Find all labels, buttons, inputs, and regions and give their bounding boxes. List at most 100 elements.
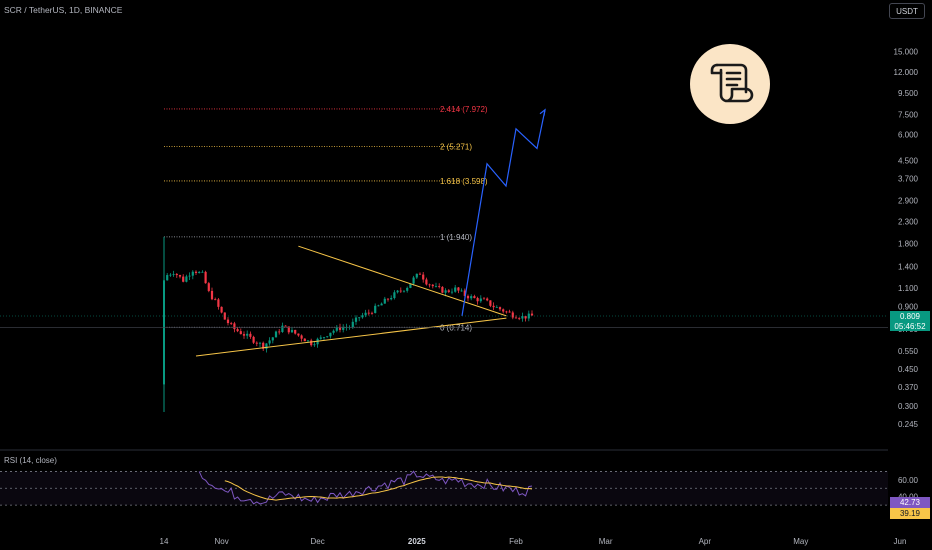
rsi-ma-badge: 39.19 — [890, 508, 930, 519]
y-tick-label: 1.800 — [898, 240, 919, 249]
x-tick-label: Dec — [310, 537, 324, 546]
candle-body — [252, 336, 255, 343]
candle-body — [422, 274, 425, 280]
candle-body — [492, 305, 495, 308]
candle-body — [354, 317, 358, 322]
candle-body — [310, 340, 313, 346]
currency-button[interactable]: USDT — [889, 3, 925, 19]
candle-body — [415, 273, 418, 278]
candle-body — [444, 290, 447, 293]
candle-body — [428, 284, 431, 286]
y-tick-label: 2.300 — [898, 217, 919, 226]
candle-body — [358, 317, 361, 319]
candle-body — [188, 275, 191, 277]
candle-body — [396, 290, 399, 293]
candle-body — [169, 274, 172, 276]
candle-body — [255, 342, 258, 344]
projection-path — [461, 109, 546, 316]
candle-body — [399, 290, 402, 292]
candle-body — [223, 312, 226, 320]
y-tick-label: 1.100 — [898, 284, 919, 293]
y-tick-label: 0.900 — [898, 302, 919, 311]
x-tick-label: Jun — [894, 537, 907, 546]
candle-body — [386, 298, 390, 300]
candle-body — [204, 271, 207, 284]
candle-body — [530, 313, 534, 316]
candle-body — [383, 298, 386, 304]
candle-body — [322, 337, 326, 338]
candle-body — [220, 306, 223, 313]
candle-body — [470, 296, 473, 299]
candle-body — [278, 331, 281, 333]
rsi-value-badge: 42.73 — [890, 497, 930, 508]
candle-body — [374, 305, 377, 313]
current-price: 0.809 — [899, 312, 921, 321]
x-tick-label: 2025 — [408, 537, 426, 546]
candle-body — [479, 298, 482, 302]
candle-body — [338, 326, 342, 330]
candle-countdown: 05:46:52 — [894, 321, 926, 331]
rsi-tick-label: 60.00 — [898, 476, 919, 485]
candle-body — [274, 331, 278, 338]
candle-body — [454, 287, 457, 292]
candle-body — [514, 317, 518, 319]
y-tick-label: 0.245 — [898, 420, 919, 429]
candle-body — [390, 298, 393, 300]
candle-body — [457, 287, 460, 291]
x-tick-label: Nov — [214, 537, 228, 546]
fib-level-label: 0 (0.714) — [440, 323, 472, 332]
chart-title: SCR / TetherUS, 1D, BINANCE — [4, 5, 123, 15]
candle-body — [246, 333, 249, 336]
candle-body — [473, 296, 476, 299]
candle-body — [236, 329, 239, 332]
x-tick-label: Feb — [509, 537, 523, 546]
y-tick-label: 7.500 — [898, 110, 919, 119]
candle-body — [294, 329, 297, 334]
candle-body — [175, 274, 178, 276]
candle-body — [351, 321, 354, 328]
y-tick-label: 6.000 — [898, 131, 919, 140]
candle-body — [489, 300, 492, 306]
candle-body — [313, 344, 316, 346]
candle-body — [342, 327, 345, 330]
x-tick-label: 14 — [160, 537, 169, 546]
candle-body — [262, 342, 265, 349]
candle-body — [370, 312, 374, 314]
y-tick-label: 15.000 — [894, 48, 919, 57]
candle-body — [226, 319, 230, 324]
candle-body — [361, 315, 364, 318]
y-tick-label: 3.700 — [898, 174, 919, 183]
fib-level-label: 2 (5.271) — [440, 142, 472, 151]
candle-body — [268, 340, 271, 344]
triangle-lower-line — [195, 317, 507, 357]
candle-body — [460, 290, 463, 292]
candle-body — [281, 325, 284, 332]
candle-body — [201, 271, 204, 273]
candle-body — [172, 274, 175, 275]
y-tick-label: 12.000 — [894, 68, 919, 77]
candle-body — [495, 307, 498, 308]
candle-body — [207, 283, 210, 291]
y-tick-label: 4.500 — [898, 157, 919, 166]
y-tick-label: 0.450 — [898, 365, 919, 374]
candle-body — [185, 276, 188, 282]
projection-arrowhead — [539, 108, 546, 116]
document-scroll-icon — [690, 44, 770, 124]
candle-body — [178, 275, 182, 277]
candle-body — [450, 291, 454, 293]
candle-body — [511, 312, 514, 318]
candle-body — [412, 277, 415, 284]
y-tick-label: 0.300 — [898, 402, 919, 411]
candle-body — [380, 303, 383, 306]
candle-body — [242, 334, 246, 336]
fib-level-label: 1.618 (3.598) — [440, 177, 488, 186]
candle-body — [249, 333, 252, 337]
candle-body — [441, 286, 444, 293]
y-tick-label: 2.900 — [898, 196, 919, 205]
candle-body — [438, 286, 441, 287]
current-price-badge: 0.809 05:46:52 — [890, 311, 930, 331]
candle-body — [425, 279, 428, 285]
candle-body — [214, 299, 217, 301]
x-tick-label: May — [793, 537, 808, 546]
